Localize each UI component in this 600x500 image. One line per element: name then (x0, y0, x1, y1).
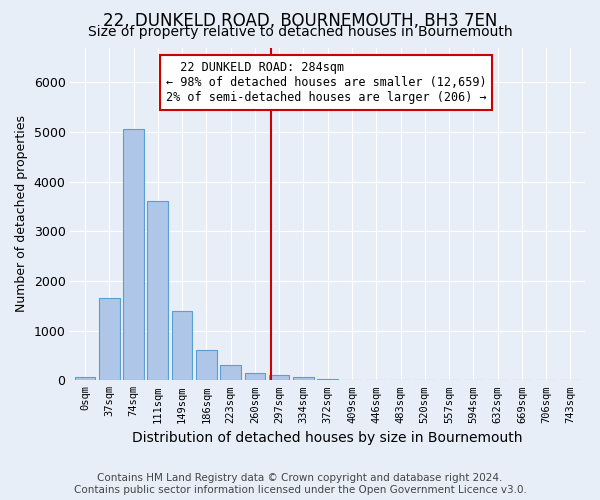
Y-axis label: Number of detached properties: Number of detached properties (15, 116, 28, 312)
Bar (74, 377, 95, 380)
Bar (196, 350, 217, 380)
Bar (317, 379, 338, 380)
Text: 22, DUNKELD ROAD, BOURNEMOUTH, BH3 7EN: 22, DUNKELD ROAD, BOURNEMOUTH, BH3 7EN (103, 12, 497, 30)
Bar (172, 311, 193, 380)
Bar (245, 373, 265, 380)
Bar (220, 366, 241, 380)
Bar (293, 377, 314, 380)
Bar (148, 202, 168, 380)
Text: Size of property relative to detached houses in Bournemouth: Size of property relative to detached ho… (88, 25, 512, 39)
X-axis label: Distribution of detached houses by size in Bournemouth: Distribution of detached houses by size … (133, 431, 523, 445)
Text: Contains HM Land Registry data © Crown copyright and database right 2024.
Contai: Contains HM Land Registry data © Crown c… (74, 474, 526, 495)
Text: 22 DUNKELD ROAD: 284sqm
← 98% of detached houses are smaller (12,659)
2% of semi: 22 DUNKELD ROAD: 284sqm ← 98% of detache… (166, 61, 486, 104)
Bar (269, 375, 289, 380)
Bar (123, 129, 144, 380)
Bar (99, 298, 119, 380)
